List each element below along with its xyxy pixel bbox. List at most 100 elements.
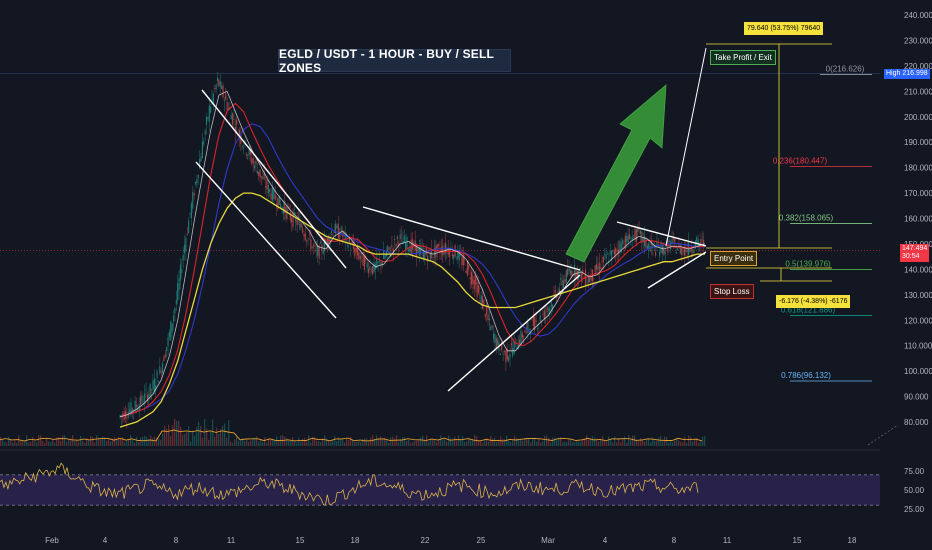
candle-body (568, 268, 570, 272)
candle-body (286, 209, 289, 212)
candle-body (468, 265, 470, 270)
candle-body (339, 233, 341, 239)
candle-body (671, 239, 673, 244)
candle-body (307, 238, 309, 240)
candle-body (181, 269, 183, 273)
candle-body (440, 247, 442, 254)
volume-bar (256, 436, 258, 446)
candle-body (437, 244, 440, 247)
volume-bar (332, 440, 334, 446)
candle-body (547, 309, 550, 311)
volume-bar (518, 438, 520, 446)
candle-body (628, 233, 631, 240)
volume-bar (380, 436, 382, 446)
candle-body (258, 171, 260, 177)
price-tick-label: 230.000 (904, 36, 932, 45)
volume-bar (114, 437, 116, 446)
volume-bar (52, 440, 54, 446)
candle-body (236, 119, 238, 125)
volume-bar (88, 439, 90, 446)
trend-line (447, 274, 581, 392)
volume-bar (604, 440, 606, 446)
candle-body (451, 254, 453, 257)
candle-body (654, 251, 657, 256)
price-tick-label: 130.000 (904, 291, 932, 300)
candle-body (381, 261, 383, 266)
price-tick-label: 170.000 (904, 189, 932, 198)
price-tick-label: 110.000 (904, 342, 932, 351)
candle-body (182, 254, 184, 261)
candle-body (609, 251, 611, 255)
ma-blue-line (119, 123, 705, 418)
candle-body (367, 268, 370, 273)
volume-bar (340, 439, 342, 446)
ma-red-line (119, 102, 705, 418)
volume-bar (344, 442, 346, 446)
volume-bar (456, 440, 458, 446)
volume-bar (290, 440, 292, 446)
candle-body (359, 255, 361, 259)
volume-bar (454, 436, 456, 446)
volume-bar (266, 442, 268, 446)
candle-body (703, 239, 705, 247)
volume-bar (54, 442, 56, 446)
volume-bar (102, 436, 104, 446)
volume-bar (596, 438, 598, 446)
volume-bar (630, 440, 632, 446)
candle-body (690, 248, 692, 252)
volume-bar (304, 437, 306, 446)
volume-bar (84, 442, 86, 446)
candle-body (683, 246, 686, 256)
volume-bar (48, 441, 50, 446)
volume-bar (320, 441, 322, 446)
candle-body (230, 115, 232, 120)
volume-bar (10, 439, 12, 446)
volume-bar (458, 435, 460, 446)
candle-body (398, 242, 400, 247)
volume-bar (150, 435, 152, 446)
volume-bar (504, 439, 506, 446)
candle-body (483, 299, 485, 305)
volume-bar (584, 438, 586, 446)
volume-bar (524, 437, 526, 446)
candle-body (579, 268, 581, 272)
volume-bar (494, 437, 496, 446)
volume-bar (106, 440, 108, 446)
volume-bar (252, 438, 254, 446)
volume-bar (356, 441, 358, 446)
candle-body (302, 228, 304, 233)
trend-line (616, 221, 707, 247)
volume-bar (554, 437, 556, 446)
candle-body (639, 230, 642, 234)
candle-body (384, 255, 386, 259)
volume-bar (288, 439, 290, 446)
volume-bar (342, 438, 344, 446)
volume-bar (132, 439, 134, 446)
candle-body (573, 264, 576, 276)
volume-bar (234, 439, 236, 446)
candle-body (249, 148, 252, 155)
volume-bar (222, 425, 224, 446)
volume-bar (498, 439, 500, 446)
candle-body (490, 326, 492, 331)
time-tick-label: 25 (477, 536, 486, 545)
entry-point-label: Entry Point (710, 251, 758, 266)
volume-bar (440, 435, 442, 446)
candle-body (475, 275, 477, 285)
candle-body (192, 191, 194, 209)
volume-bar (14, 440, 16, 446)
volume-bar (572, 441, 574, 446)
volume-bar (204, 419, 206, 446)
candle-body (506, 348, 508, 360)
candle-body (492, 333, 495, 339)
high-tag-value: 216.998 (902, 70, 928, 77)
volume-bar (188, 426, 190, 446)
volume-bar (40, 435, 42, 446)
candle-body (546, 307, 548, 313)
stop-loss-label: Stop Loss (710, 284, 754, 299)
candle-body (472, 275, 474, 285)
candle-body (306, 240, 308, 242)
candle-body (594, 265, 596, 274)
bullish-arrow (565, 84, 667, 263)
